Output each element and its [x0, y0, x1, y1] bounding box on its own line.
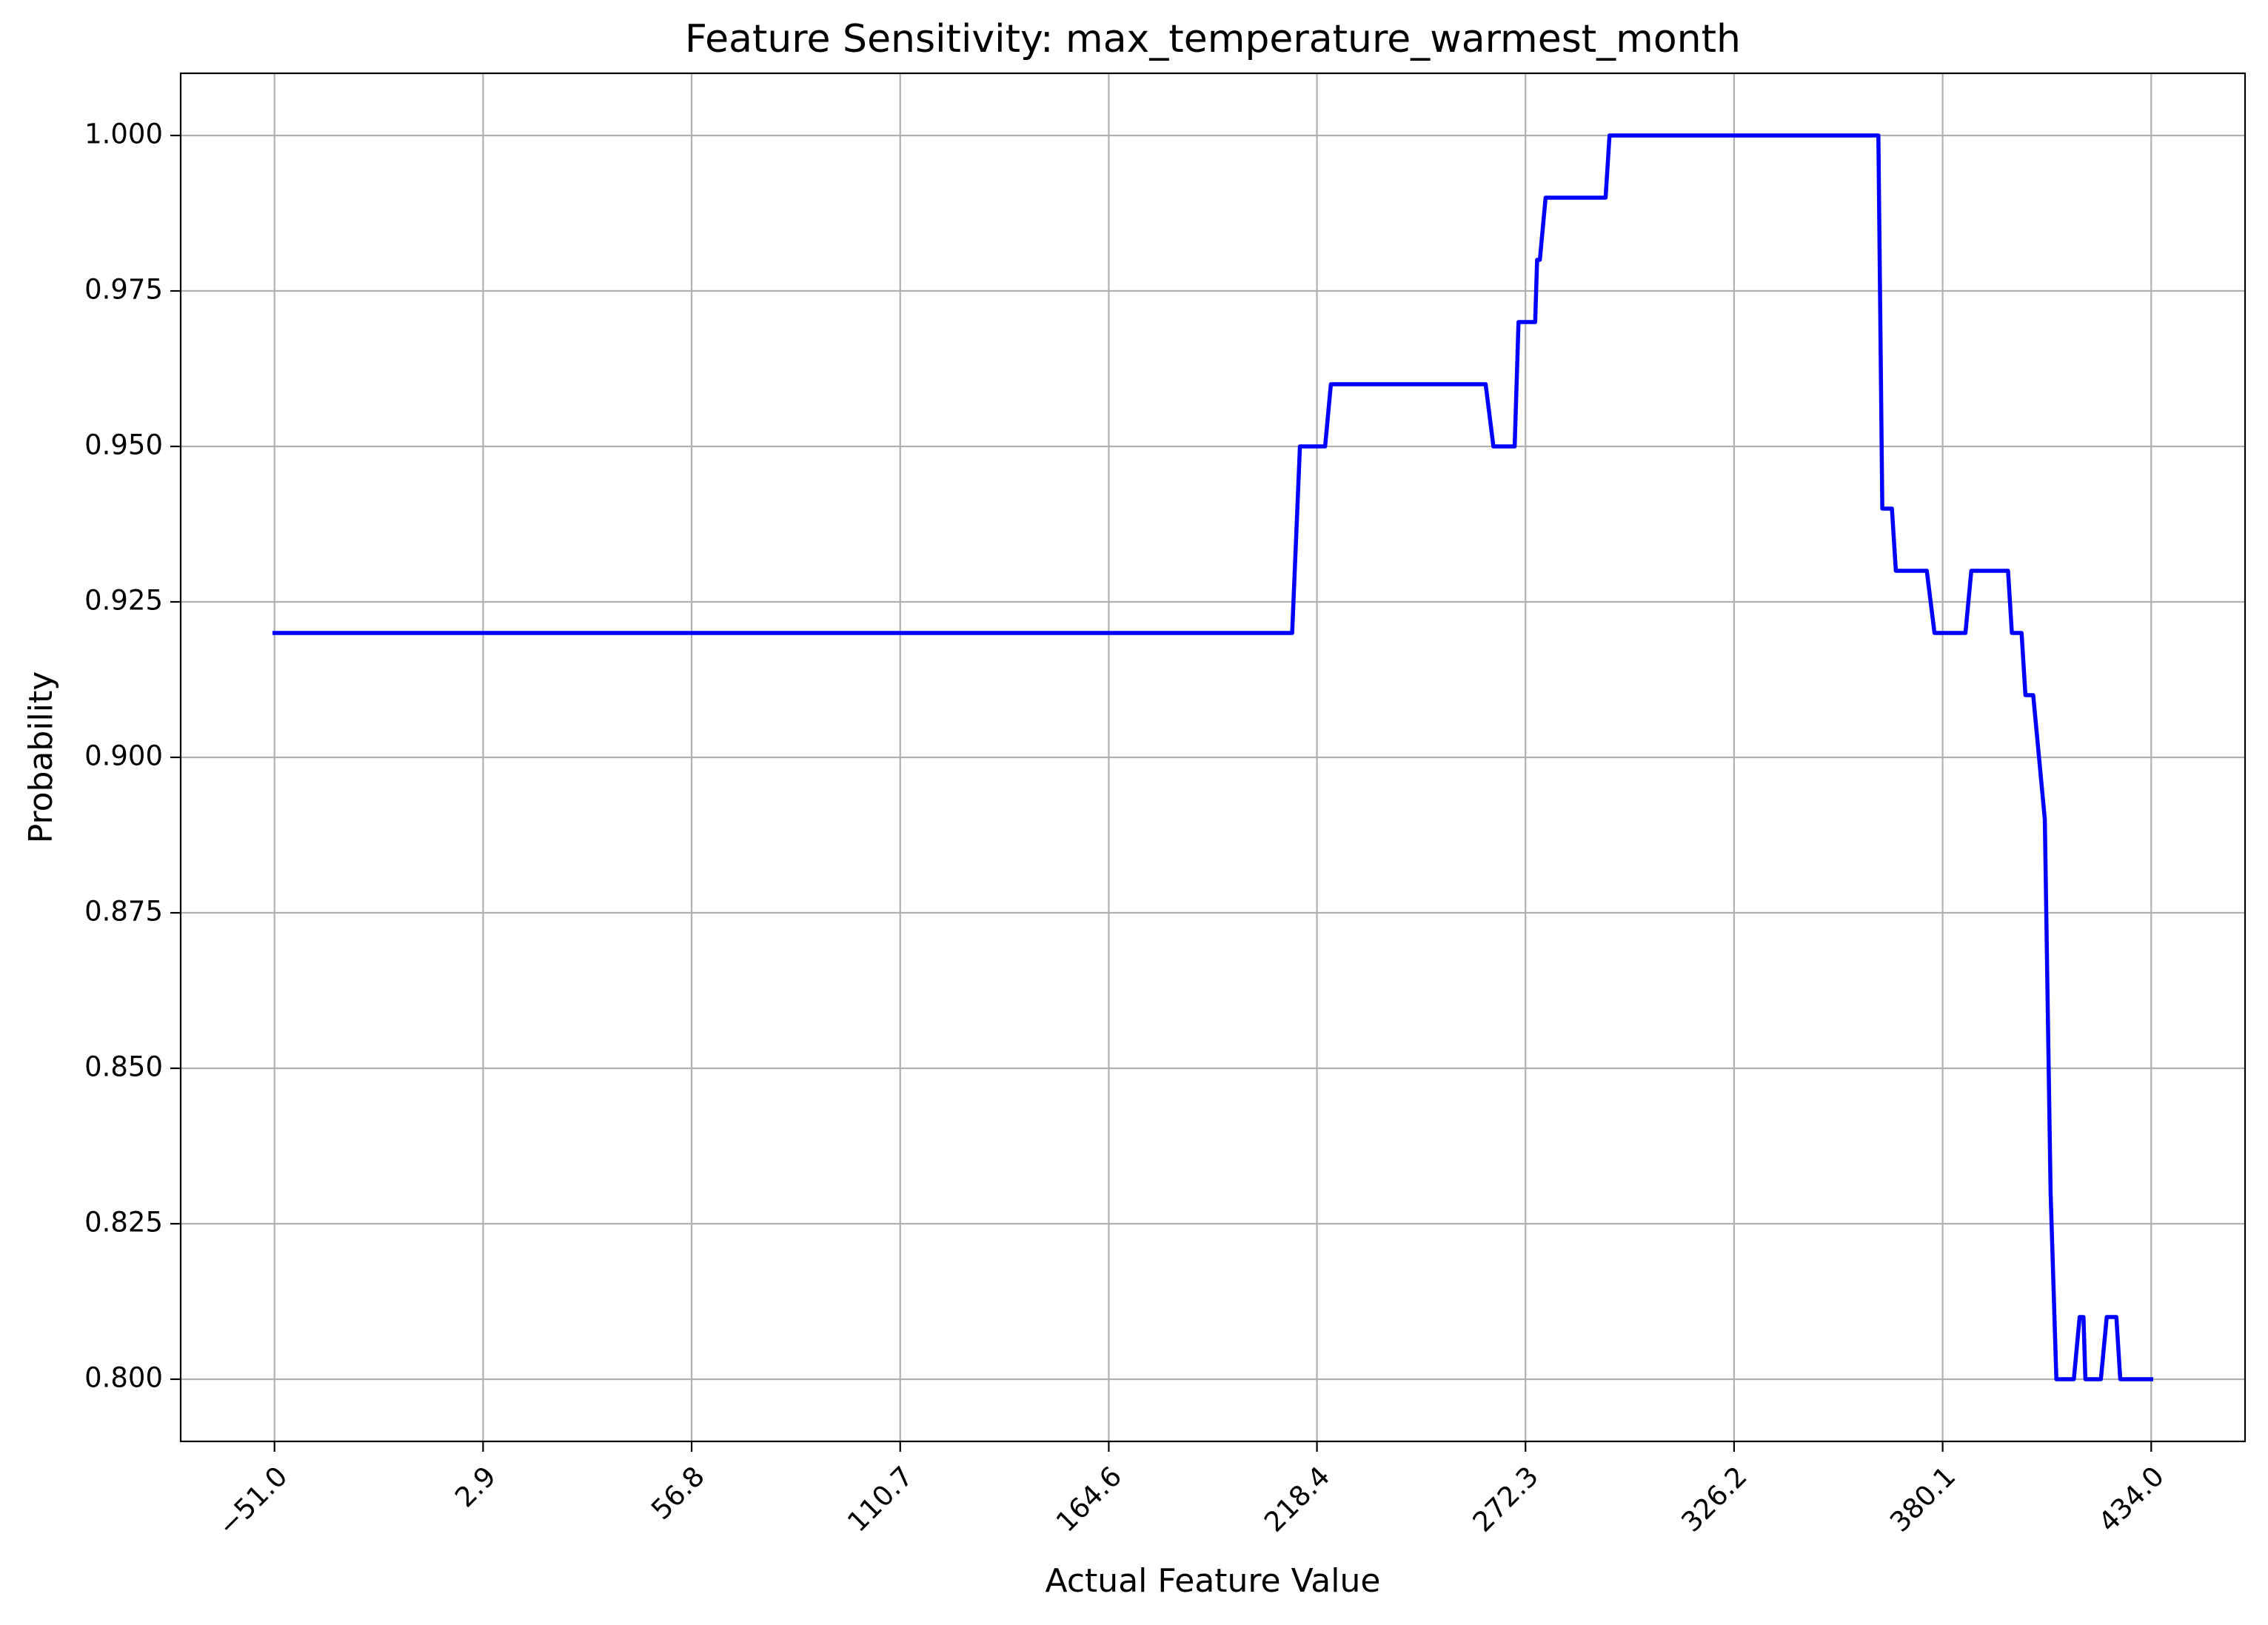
x-tick-label: 434.0 [2093, 1460, 2170, 1538]
x-tick-label: 218.4 [1258, 1460, 1336, 1538]
x-tick-label: 272.3 [1467, 1460, 1545, 1538]
series-layer [272, 133, 2154, 1381]
y-tick-label: 0.975 [84, 274, 163, 306]
y-tick-label: 0.875 [84, 896, 163, 928]
y-axis-label: Probability [22, 671, 60, 844]
y-tick-label: 0.800 [84, 1362, 163, 1394]
grid-layer [181, 73, 2245, 1441]
y-tick-label: 0.900 [84, 740, 163, 772]
x-tick-label: 110.7 [841, 1460, 919, 1538]
y-tick-label: 1.000 [84, 118, 163, 150]
x-tick-label: 164.6 [1050, 1460, 1128, 1538]
x-tick-label: −51.0 [212, 1460, 294, 1542]
tick-layer: −51.0 2.9 56.8 110.7 164.6 218.4 272.3 326.2 380… [84, 118, 2170, 1542]
x-axis-label: Actual Feature Value [1046, 1562, 1381, 1600]
y-tick-label: 0.850 [84, 1051, 163, 1083]
x-tick-label: 2.9 [449, 1460, 502, 1513]
y-tick-label: 0.950 [84, 429, 163, 461]
x-tick-label: 56.8 [645, 1460, 711, 1526]
x-tick-label: 380.1 [1884, 1460, 1961, 1538]
y-tick-label: 0.925 [84, 585, 163, 617]
y-tick-label: 0.825 [84, 1207, 163, 1239]
chart-title: Feature Sensitivity: max_temperature_war… [685, 17, 1741, 61]
x-tick-label: 326.2 [1675, 1460, 1753, 1538]
series-line [272, 133, 2154, 1381]
